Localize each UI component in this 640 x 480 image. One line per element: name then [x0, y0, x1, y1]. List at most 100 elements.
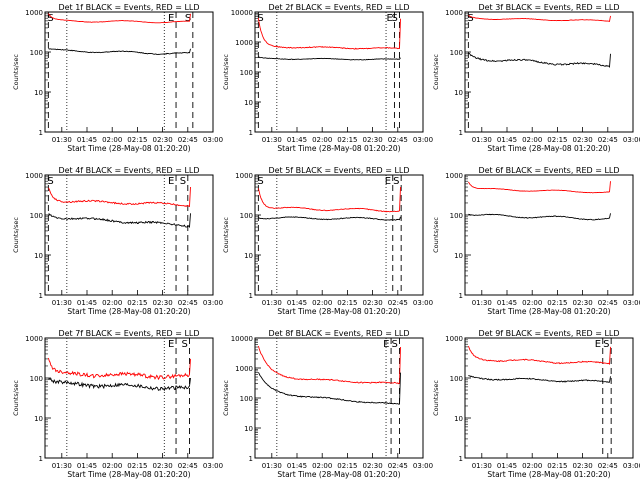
x-tick-label: 01:45 [77, 136, 97, 144]
y-tick-label: 1 [459, 292, 463, 300]
y-axis-label: Counts/sec [222, 54, 230, 90]
marker-label-S: S [467, 13, 473, 24]
y-tick-label: 10 [34, 415, 43, 423]
x-tick-label: 01:45 [287, 299, 307, 307]
y-tick-label: 1000 [445, 172, 463, 180]
panel-det-4: Det 4f BLACK = Events, RED = LLD 1 10 100 10… [12, 166, 223, 316]
x-axis-label: Start Time (28-May-08 01:20:20) [67, 307, 190, 316]
y-tick-label: 10 [34, 89, 43, 97]
marker-label-S: S [47, 13, 53, 24]
marker-label-S: S [391, 339, 397, 350]
y-tick-label: 1 [39, 455, 43, 463]
x-tick-label: 03:00 [623, 299, 640, 307]
x-tick-label: 02:45 [598, 462, 618, 470]
x-tick-label: 01:45 [77, 299, 97, 307]
marker-label-S: S [391, 13, 397, 24]
x-tick-label: 02:45 [178, 299, 198, 307]
x-tick-label: 02:30 [573, 136, 593, 144]
y-axis-label: Counts/sec [432, 54, 440, 90]
x-tick-label: 02:00 [102, 299, 122, 307]
marker-label-S: S [393, 176, 399, 187]
x-tick-label: 01:30 [52, 299, 72, 307]
x-tick-label: 01:30 [52, 136, 72, 144]
plot-frame [44, 11, 214, 133]
x-tick-label: 02:00 [102, 136, 122, 144]
x-tick-label: 01:45 [287, 462, 307, 470]
y-axis-label: Counts/sec [12, 380, 20, 416]
series-events [258, 56, 401, 61]
y-tick-label: 100 [30, 49, 43, 57]
x-tick-label: 02:15 [337, 136, 357, 144]
marker-label-S: S [185, 13, 191, 24]
x-axis-label: Start Time (28-May-08 01:20:20) [487, 144, 610, 153]
y-tick-label: 1 [39, 292, 43, 300]
y-tick-label: 1000 [445, 335, 463, 343]
y-tick-label: 10 [454, 415, 463, 423]
panel-det-1: Det 1f BLACK = Events, RED = LLD 1 10 100 10… [12, 3, 223, 153]
y-axis-label: Counts/sec [432, 380, 440, 416]
y-tick-label: 1000 [25, 172, 43, 180]
x-tick-label: 01:30 [262, 136, 282, 144]
series-lld [257, 186, 401, 213]
y-tick-label: 1 [249, 292, 253, 300]
x-tick-label: 02:00 [312, 136, 332, 144]
x-tick-label: 02:30 [363, 299, 383, 307]
y-tick-label: 1000 [25, 335, 43, 343]
x-tick-label: 03:00 [413, 136, 433, 144]
series-lld [47, 357, 191, 381]
y-tick-label: 100 [450, 49, 463, 57]
x-tick-label: 02:45 [388, 299, 408, 307]
x-tick-label: 02:00 [522, 299, 542, 307]
marker-label-S: S [180, 176, 186, 187]
panel-det-6: Det 6f BLACK = Events, RED = LLD 1 10 100 10… [432, 166, 640, 316]
y-axis-label: Counts/sec [222, 380, 230, 416]
plot-frame [464, 174, 634, 296]
x-tick-label: 03:00 [203, 462, 223, 470]
plot-frame [254, 337, 424, 459]
x-tick-label: 01:30 [472, 462, 492, 470]
x-tick-label: 02:45 [598, 299, 618, 307]
x-tick-label: 01:30 [472, 299, 492, 307]
x-tick-label: 01:30 [262, 299, 282, 307]
panel-title: Det 6f BLACK = Events, RED = LLD [478, 166, 619, 175]
x-tick-label: 02:45 [598, 136, 618, 144]
y-tick-label: 100 [30, 375, 43, 383]
x-tick-label: 02:15 [337, 462, 357, 470]
x-tick-label: 02:00 [312, 462, 332, 470]
x-tick-label: 02:30 [153, 136, 173, 144]
x-axis-label: Start Time (28-May-08 01:20:20) [67, 144, 190, 153]
marker-label-E: E [383, 339, 389, 350]
y-tick-label: 100 [450, 212, 463, 220]
y-tick-label: 10 [34, 252, 43, 260]
series-lld [467, 345, 611, 366]
x-tick-label: 02:30 [573, 462, 593, 470]
y-tick-label: 100 [240, 212, 253, 220]
series-events [468, 213, 611, 221]
y-tick-label: 1000 [445, 9, 463, 17]
series-events [468, 52, 611, 68]
x-tick-label: 01:45 [497, 136, 517, 144]
y-tick-label: 1 [459, 455, 463, 463]
panel-title: Det 7f BLACK = Events, RED = LLD [58, 329, 199, 338]
marker-label-S: S [181, 339, 187, 350]
series-events [48, 48, 191, 55]
x-axis-label: Start Time (28-May-08 01:20:20) [67, 470, 190, 479]
y-tick-label: 10000 [231, 9, 253, 17]
x-tick-label: 03:00 [203, 299, 223, 307]
x-tick-label: 01:30 [472, 136, 492, 144]
marker-label-S: S [257, 176, 263, 187]
x-tick-label: 02:15 [547, 462, 567, 470]
x-tick-label: 02:45 [388, 136, 408, 144]
y-tick-label: 10 [244, 99, 253, 107]
marker-label-E: E [386, 13, 392, 24]
series-lld [468, 14, 611, 22]
marker-label-E: E [385, 176, 391, 187]
plot-frame [464, 337, 634, 459]
panel-det-9: Det 9f BLACK = Events, RED = LLD 1 10 100 10… [432, 329, 640, 479]
panel-title: Det 5f BLACK = Events, RED = LLD [268, 166, 409, 175]
x-tick-label: 01:30 [262, 462, 282, 470]
y-tick-label: 100 [450, 375, 463, 383]
x-tick-label: 02:45 [178, 136, 198, 144]
x-tick-label: 01:45 [77, 462, 97, 470]
